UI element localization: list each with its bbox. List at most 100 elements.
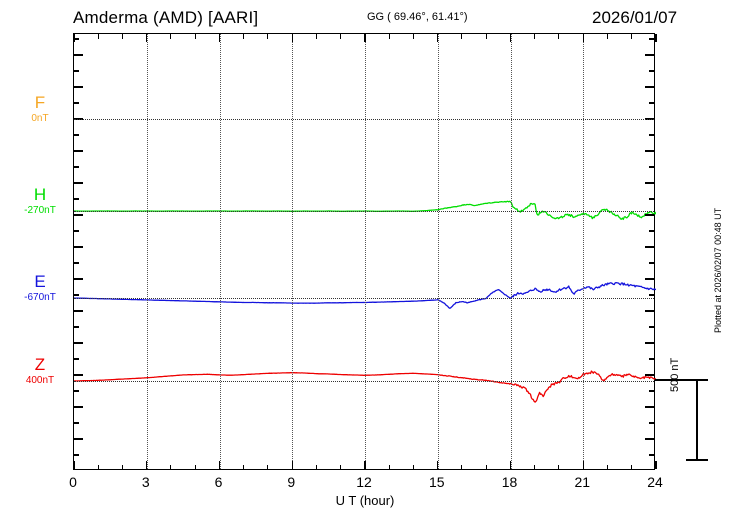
x-tick-minor <box>631 464 633 469</box>
component-symbol: E <box>34 272 46 291</box>
y-tick-major <box>74 214 83 216</box>
x-axis-tick-label: 3 <box>141 474 150 490</box>
scale-bar <box>696 380 698 460</box>
x-tick-major <box>364 34 366 42</box>
y-tick-minor <box>74 294 79 296</box>
y-tick-minor <box>74 102 79 104</box>
y-tick-major <box>74 54 83 56</box>
y-tick-major <box>645 278 654 280</box>
x-tick-minor <box>267 464 269 469</box>
x-tick-major <box>437 34 439 42</box>
y-tick-major <box>74 150 83 152</box>
x-tick-minor <box>243 464 245 469</box>
y-tick-major <box>645 214 654 216</box>
y-tick-major <box>74 374 83 376</box>
observation-date: 2026/01/07 <box>592 8 678 27</box>
y-tick-major <box>74 182 83 184</box>
x-axis-tick-label: 9 <box>287 474 296 490</box>
grid-line-vertical <box>146 34 148 469</box>
y-tick-minor <box>649 102 654 104</box>
y-tick-minor <box>74 134 79 136</box>
y-tick-major <box>645 310 654 312</box>
y-tick-minor <box>649 134 654 136</box>
y-tick-minor <box>649 198 654 200</box>
y-tick-minor <box>649 230 654 232</box>
x-tick-major <box>582 34 584 42</box>
x-tick-major <box>291 34 293 42</box>
x-axis-tick-label: 12 <box>356 474 372 490</box>
x-tick-minor <box>194 464 196 469</box>
x-axis-tick-label: 24 <box>647 474 663 490</box>
y-tick-minor <box>649 358 654 360</box>
x-tick-major <box>146 34 148 42</box>
component-label-f: F 0nT <box>14 94 66 125</box>
y-tick-major <box>74 310 83 312</box>
y-tick-major <box>74 246 83 248</box>
y-tick-minor <box>74 70 79 72</box>
y-tick-minor <box>649 294 654 296</box>
x-tick-minor <box>412 34 414 39</box>
x-tick-minor <box>558 34 560 39</box>
y-tick-minor <box>74 230 79 232</box>
y-tick-minor <box>649 262 654 264</box>
x-tick-minor <box>97 464 99 469</box>
x-tick-major <box>146 461 148 469</box>
y-tick-minor <box>74 198 79 200</box>
x-tick-major <box>509 461 512 469</box>
x-tick-minor <box>267 34 269 39</box>
y-tick-minor <box>649 422 654 424</box>
y-tick-major <box>74 118 83 120</box>
y-tick-minor <box>649 454 654 456</box>
x-tick-minor <box>485 464 487 469</box>
x-tick-minor <box>412 464 414 469</box>
y-tick-minor <box>74 166 79 168</box>
x-axis-tick-label: 18 <box>501 474 518 490</box>
y-tick-minor <box>649 38 654 40</box>
component-baseline-value: -270nT <box>24 205 56 216</box>
x-axis-tick-label: 21 <box>574 474 591 490</box>
component-label-z: Z 400nT <box>14 356 66 387</box>
y-tick-major <box>74 278 83 280</box>
geographic-coordinates: GG ( 69.46°, 61.41°) <box>367 11 468 23</box>
x-tick-minor <box>534 34 536 39</box>
scale-bar-bottom-cap <box>686 459 708 461</box>
x-tick-minor <box>461 464 463 469</box>
y-tick-major <box>645 374 654 376</box>
x-tick-major <box>73 34 75 42</box>
x-tick-minor <box>631 34 633 39</box>
y-tick-major <box>74 406 83 408</box>
y-tick-minor <box>74 38 79 40</box>
y-tick-major <box>645 150 654 152</box>
component-baseline-value: 400nT <box>25 375 55 386</box>
grid-line-vertical <box>583 34 585 469</box>
y-tick-major <box>645 182 654 184</box>
x-tick-minor <box>194 34 196 39</box>
x-tick-major <box>218 34 221 42</box>
component-label-e: E -670nT <box>14 273 66 304</box>
y-tick-major <box>645 438 654 440</box>
reference-line-f <box>74 119 654 120</box>
x-tick-minor <box>170 464 172 469</box>
y-tick-major <box>74 438 83 440</box>
x-tick-major <box>437 461 439 469</box>
y-tick-major <box>74 86 83 88</box>
y-tick-minor <box>649 70 654 72</box>
y-tick-minor <box>74 326 79 328</box>
page-title: Amderma (AMD) [AARI] <box>73 8 259 27</box>
y-tick-minor <box>74 454 79 456</box>
x-tick-major <box>509 34 512 42</box>
y-tick-minor <box>649 166 654 168</box>
y-tick-minor <box>74 422 79 424</box>
x-tick-minor <box>388 464 390 469</box>
reference-line-z <box>74 381 654 382</box>
y-tick-minor <box>74 262 79 264</box>
x-tick-major <box>218 461 221 469</box>
x-tick-minor <box>121 34 123 39</box>
x-tick-minor <box>388 34 390 39</box>
component-symbol: H <box>33 185 47 204</box>
scale-bar-top-cap <box>686 379 708 381</box>
grid-line-vertical <box>292 34 294 469</box>
x-axis-tick-label: 0 <box>69 474 77 490</box>
grid-line-vertical <box>365 34 366 469</box>
